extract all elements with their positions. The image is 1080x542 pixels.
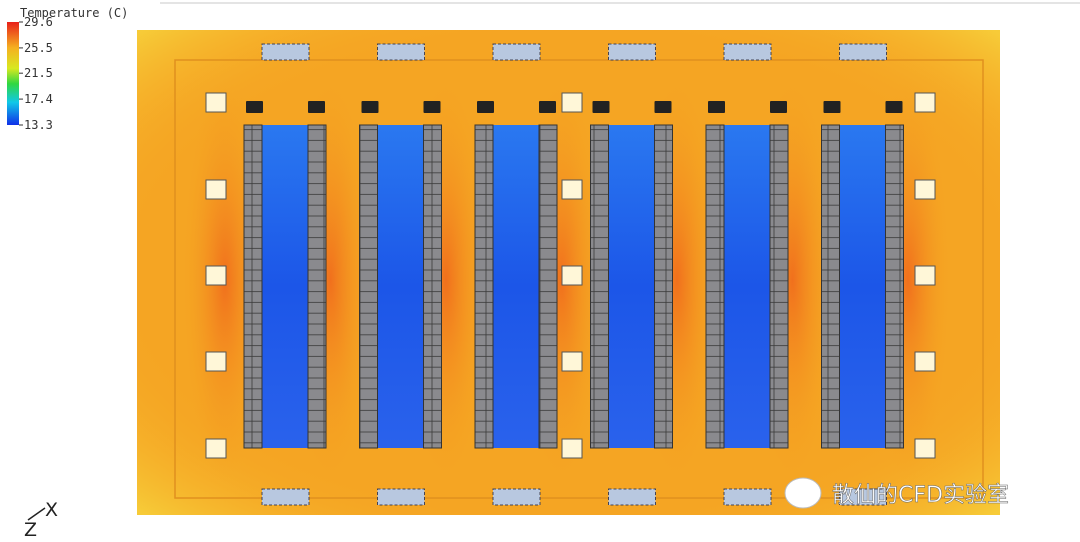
unit bbox=[477, 101, 494, 113]
column-pillar bbox=[205, 92, 227, 113]
vent bbox=[377, 488, 425, 506]
vent bbox=[723, 488, 772, 506]
unit bbox=[592, 101, 610, 113]
vent bbox=[261, 488, 310, 506]
column-pillar bbox=[205, 351, 227, 372]
column-pillar bbox=[205, 265, 227, 286]
unit bbox=[885, 101, 903, 113]
column-pillar bbox=[914, 179, 936, 200]
unit bbox=[708, 101, 725, 113]
rack-column bbox=[307, 124, 327, 449]
tick-label: 17.4 bbox=[24, 92, 53, 106]
column-pillar bbox=[914, 351, 936, 372]
column-pillar bbox=[561, 351, 583, 372]
column-pillar bbox=[205, 179, 227, 200]
rack-column bbox=[243, 124, 263, 449]
vent bbox=[608, 43, 656, 61]
rack-column bbox=[705, 124, 725, 449]
rack-column bbox=[423, 124, 442, 449]
unit bbox=[654, 101, 672, 113]
unit bbox=[423, 101, 441, 113]
room-outline bbox=[174, 59, 984, 499]
cold-aisle bbox=[724, 125, 770, 448]
tick-label: 13.3 bbox=[24, 118, 53, 132]
rack-column bbox=[654, 124, 673, 449]
column-pillar bbox=[561, 265, 583, 286]
colorbar bbox=[7, 22, 19, 125]
colorbar-ticks: 29.6 25.5 21.5 17.4 13.3 bbox=[19, 15, 53, 132]
column-pillar bbox=[561, 92, 583, 113]
axis-x: X bbox=[45, 499, 58, 521]
legend-title: Temperature (C) bbox=[20, 6, 128, 20]
tick-label: 29.6 bbox=[24, 15, 53, 29]
cold-aisle bbox=[839, 125, 886, 448]
cold-aisle bbox=[493, 125, 539, 448]
field bbox=[183, 43, 950, 506]
rack-column bbox=[474, 124, 494, 449]
rack-column bbox=[590, 124, 609, 449]
column-pillar bbox=[205, 438, 227, 459]
column-pillar bbox=[914, 265, 936, 286]
unit bbox=[539, 101, 556, 113]
rack-column bbox=[821, 124, 840, 449]
cold-aisle bbox=[377, 125, 424, 448]
column-pillar bbox=[914, 438, 936, 459]
rack-column bbox=[538, 124, 558, 449]
vent bbox=[492, 43, 541, 61]
unit bbox=[246, 101, 263, 113]
vent bbox=[839, 488, 887, 506]
rack-column bbox=[359, 124, 378, 449]
column-pillar bbox=[914, 92, 936, 113]
tick-label: 21.5 bbox=[24, 66, 53, 80]
vent bbox=[261, 43, 310, 61]
vent bbox=[608, 488, 656, 506]
column-pillar bbox=[561, 179, 583, 200]
cold-aisle bbox=[262, 125, 308, 448]
rack-column bbox=[885, 124, 904, 449]
vent bbox=[377, 43, 425, 61]
axis-arrow bbox=[27, 507, 46, 521]
watermark-icon bbox=[784, 477, 822, 509]
tick-label: 25.5 bbox=[24, 41, 53, 55]
unit bbox=[770, 101, 787, 113]
vent bbox=[492, 488, 541, 506]
unit bbox=[823, 101, 841, 113]
column-pillar bbox=[561, 438, 583, 459]
unit bbox=[308, 101, 325, 113]
watermark: 散仙的CFD实验室 bbox=[832, 483, 1009, 508]
vent bbox=[723, 43, 772, 61]
cold-aisle bbox=[608, 125, 655, 448]
vent bbox=[839, 43, 887, 61]
unit bbox=[361, 101, 379, 113]
axis-z: Z bbox=[24, 519, 37, 541]
rack-column bbox=[769, 124, 789, 449]
